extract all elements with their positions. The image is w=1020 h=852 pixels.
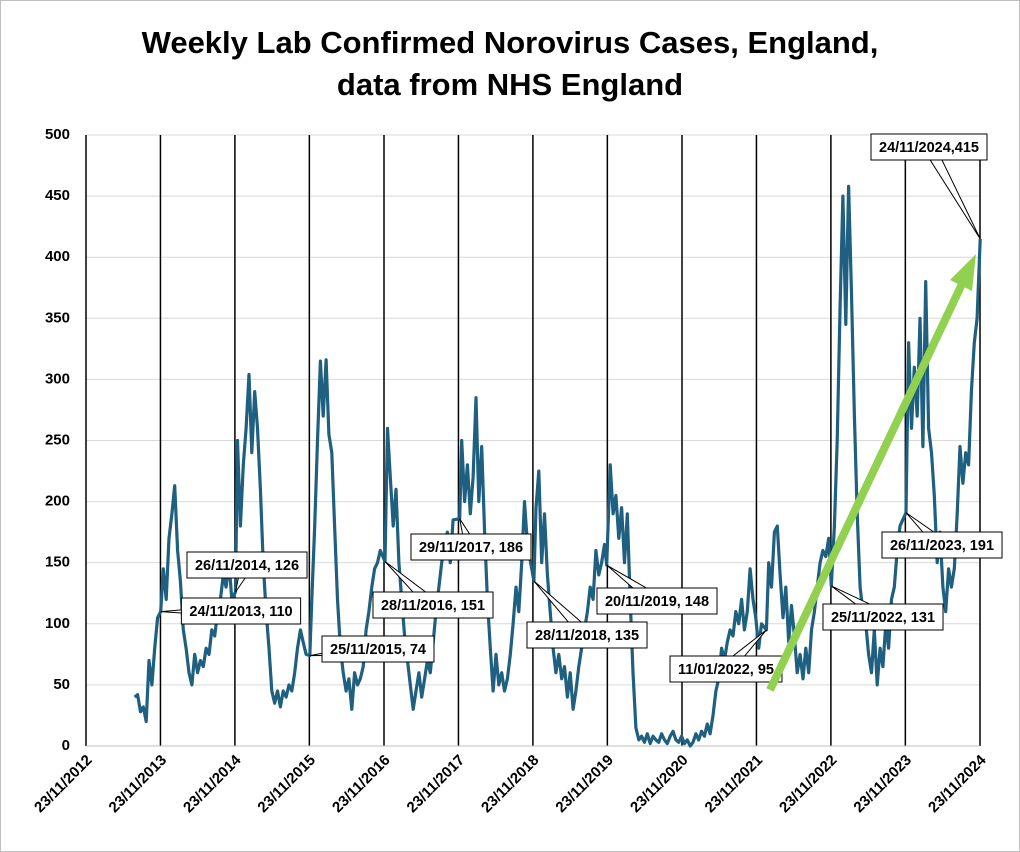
callout-box	[321, 635, 435, 663]
y-tick-label: 400	[45, 248, 70, 265]
y-tick-label: 350	[45, 309, 70, 326]
y-tick-label: 450	[45, 187, 70, 204]
y-tick-label: 250	[45, 431, 70, 448]
callout-label: 25/11/2022, 131	[831, 610, 935, 626]
callout-box	[881, 531, 1003, 559]
callout-label: 29/11/2017, 186	[419, 540, 523, 556]
callout-label: 26/11/2023, 191	[890, 538, 994, 554]
trend-arrow-head	[950, 254, 976, 291]
y-tick-label: 150	[45, 554, 70, 571]
series-line	[133, 184, 982, 748]
chart-title: Weekly Lab Confirmed Norovirus Cases, En…	[142, 25, 879, 60]
callout-box	[596, 587, 718, 615]
callout-box	[372, 591, 494, 619]
callout-label: 24/11/2024,415	[879, 140, 979, 156]
callout-label: 25/11/2015, 74	[330, 642, 426, 658]
callout-label: 26/11/2014, 126	[195, 558, 299, 574]
callout-box	[180, 597, 302, 625]
y-tick-label: 300	[45, 370, 70, 387]
callout-label: 28/11/2016, 151	[381, 598, 485, 614]
y-tick-label: 50	[53, 676, 70, 693]
callout-label: 24/11/2013, 110	[189, 604, 292, 620]
callout-label: 11/01/2022, 95	[678, 662, 774, 678]
callout-box	[870, 133, 988, 161]
trend-arrow-shaft	[766, 282, 966, 692]
callout-box	[526, 621, 648, 649]
y-tick-label: 500	[45, 126, 70, 143]
callout-box	[822, 603, 944, 631]
y-tick-label: 200	[45, 493, 70, 510]
callout-box	[410, 533, 532, 561]
callout-label: 28/11/2018, 135	[535, 628, 639, 644]
callout-label: 20/11/2019, 148	[605, 594, 709, 610]
callout-box	[669, 655, 783, 683]
y-tick-label: 100	[45, 615, 70, 632]
chart-subtitle: data from NHS England	[337, 67, 683, 102]
y-tick-label: 0	[62, 737, 70, 754]
callout-box	[186, 551, 308, 579]
